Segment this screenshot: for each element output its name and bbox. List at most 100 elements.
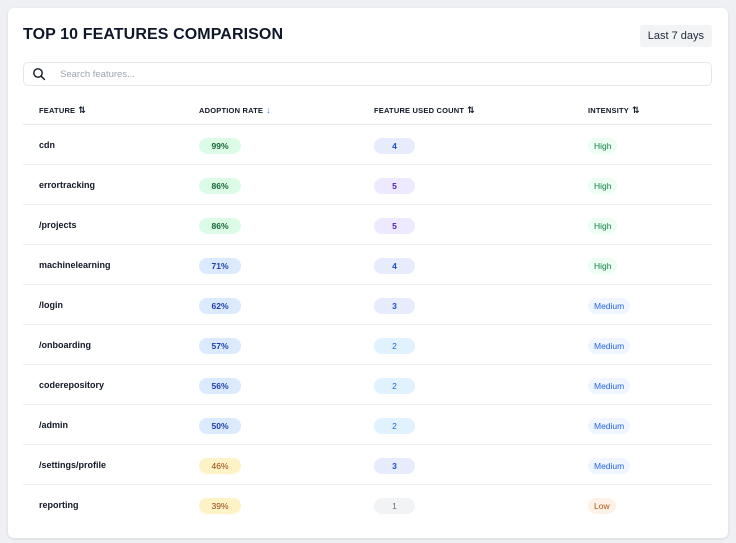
feature-name: /login [39, 299, 63, 310]
date-range-button[interactable]: Last 7 days [639, 25, 712, 47]
table-row[interactable]: cdn 99% 4 High [23, 125, 712, 165]
search-input[interactable] [60, 68, 660, 80]
intensity-badge: Medium [588, 417, 631, 434]
intensity-badge: High [588, 177, 618, 194]
used-count-cell: 2 [374, 376, 415, 394]
intensity-cell: Medium [588, 376, 631, 394]
adoption-rate-cell: 71% [199, 256, 241, 274]
adoption-rate-cell: 99% [199, 136, 241, 154]
adoption-rate-badge: 39% [199, 497, 241, 514]
used-count-cell: 4 [374, 136, 415, 154]
sort-icon: ⇅ [467, 104, 475, 115]
column-label: FEATURE USED COUNT [374, 105, 465, 115]
sort-desc-icon: ↓ [266, 105, 271, 115]
used-count-badge: 1 [374, 497, 415, 514]
intensity-badge: High [588, 257, 618, 274]
column-header-intensity[interactable]: INTENSITY ⇅ [588, 105, 640, 116]
feature-name: errortracking [39, 179, 96, 190]
adoption-rate-cell: 86% [199, 216, 241, 234]
table-row[interactable]: /admin 50% 2 Medium [23, 405, 712, 445]
column-header-used-count[interactable]: FEATURE USED COUNT ⇅ [374, 105, 475, 116]
intensity-cell: High [588, 216, 618, 234]
feature-name: reporting [39, 499, 79, 510]
column-label: INTENSITY [588, 105, 629, 115]
used-count-cell: 3 [374, 296, 415, 314]
table-row[interactable]: /login 62% 3 Medium [23, 285, 712, 325]
adoption-rate-badge: 86% [199, 217, 241, 234]
intensity-cell: High [588, 136, 618, 154]
used-count-cell: 2 [374, 416, 415, 434]
intensity-badge: Medium [588, 297, 631, 314]
used-count-badge: 4 [374, 257, 415, 274]
intensity-cell: Low [588, 496, 616, 514]
table-row[interactable]: /onboarding 57% 2 Medium [23, 325, 712, 365]
adoption-rate-cell: 46% [199, 456, 241, 474]
intensity-cell: Medium [588, 336, 631, 354]
adoption-rate-badge: 46% [199, 457, 241, 474]
table-row[interactable]: machinelearning 71% 4 High [23, 245, 712, 285]
table-body: cdn 99% 4 High errortracking 86% 5 High/project… [23, 125, 712, 524]
adoption-rate-badge: 50% [199, 417, 241, 434]
used-count-badge: 2 [374, 337, 415, 354]
adoption-rate-cell: 57% [199, 336, 241, 354]
feature-name: /settings/profile [39, 459, 107, 470]
adoption-rate-cell: 39% [199, 496, 241, 514]
used-count-badge: 4 [374, 137, 415, 154]
intensity-cell: Medium [588, 296, 631, 314]
sort-icon: ⇅ [631, 104, 640, 115]
table-row[interactable]: /settings/profile 46% 3 Medium [23, 445, 712, 485]
used-count-cell: 4 [374, 256, 415, 274]
used-count-badge: 3 [374, 457, 415, 474]
card-title: TOP 10 FEATURES COMPARISON [23, 26, 284, 43]
table-row[interactable]: reporting 39% 1 Low [23, 485, 712, 524]
used-count-cell: 3 [374, 456, 415, 474]
used-count-badge: 5 [374, 217, 415, 234]
intensity-cell: Medium [588, 456, 631, 474]
table-header: FEATURE ⇅ ADOPTION RATE ↓ FEATURE USED C… [23, 96, 712, 125]
table-row[interactable]: errortracking 86% 5 High [23, 165, 712, 205]
used-count-badge: 2 [374, 417, 415, 434]
adoption-rate-badge: 86% [199, 177, 241, 194]
intensity-badge: High [588, 137, 618, 154]
adoption-rate-cell: 62% [199, 296, 241, 314]
table-row[interactable]: /projects 86% 5 High [23, 205, 712, 245]
feature-name: /projects [39, 219, 77, 230]
intensity-badge: Low [588, 497, 616, 514]
intensity-badge: High [588, 217, 618, 234]
intensity-cell: Medium [588, 416, 631, 434]
column-header-adoption-rate[interactable]: ADOPTION RATE ↓ [199, 105, 271, 115]
feature-name: machinelearning [39, 259, 111, 270]
intensity-badge: Medium [588, 377, 631, 394]
adoption-rate-badge: 57% [199, 337, 241, 354]
used-count-badge: 5 [374, 177, 415, 194]
used-count-badge: 3 [374, 297, 415, 314]
feature-name: coderepository [39, 379, 105, 390]
adoption-rate-badge: 56% [199, 377, 241, 394]
adoption-rate-badge: 62% [199, 297, 241, 314]
adoption-rate-cell: 50% [199, 416, 241, 434]
intensity-cell: High [588, 176, 618, 194]
used-count-badge: 2 [374, 377, 415, 394]
features-comparison-card: TOP 10 FEATURES COMPARISON Last 7 days F… [8, 8, 728, 538]
column-label: FEATURE [39, 105, 76, 115]
adoption-rate-cell: 86% [199, 176, 241, 194]
intensity-cell: High [588, 256, 618, 274]
search-icon [32, 67, 46, 81]
column-header-feature[interactable]: FEATURE ⇅ [39, 105, 86, 116]
used-count-cell: 5 [374, 176, 415, 194]
used-count-cell: 1 [374, 496, 415, 514]
intensity-badge: Medium [588, 337, 631, 354]
feature-name: /admin [39, 419, 69, 430]
features-table: FEATURE ⇅ ADOPTION RATE ↓ FEATURE USED C… [23, 96, 712, 524]
search-bar[interactable] [23, 62, 712, 86]
adoption-rate-cell: 56% [199, 376, 241, 394]
adoption-rate-badge: 71% [199, 257, 241, 274]
table-row[interactable]: coderepository 56% 2 Medium [23, 365, 712, 405]
intensity-badge: Medium [588, 457, 631, 474]
used-count-cell: 5 [374, 216, 415, 234]
feature-name: /onboarding [39, 339, 91, 350]
feature-name: cdn [39, 139, 56, 150]
used-count-cell: 2 [374, 336, 415, 354]
sort-icon: ⇅ [78, 104, 87, 115]
adoption-rate-badge: 99% [199, 137, 241, 154]
